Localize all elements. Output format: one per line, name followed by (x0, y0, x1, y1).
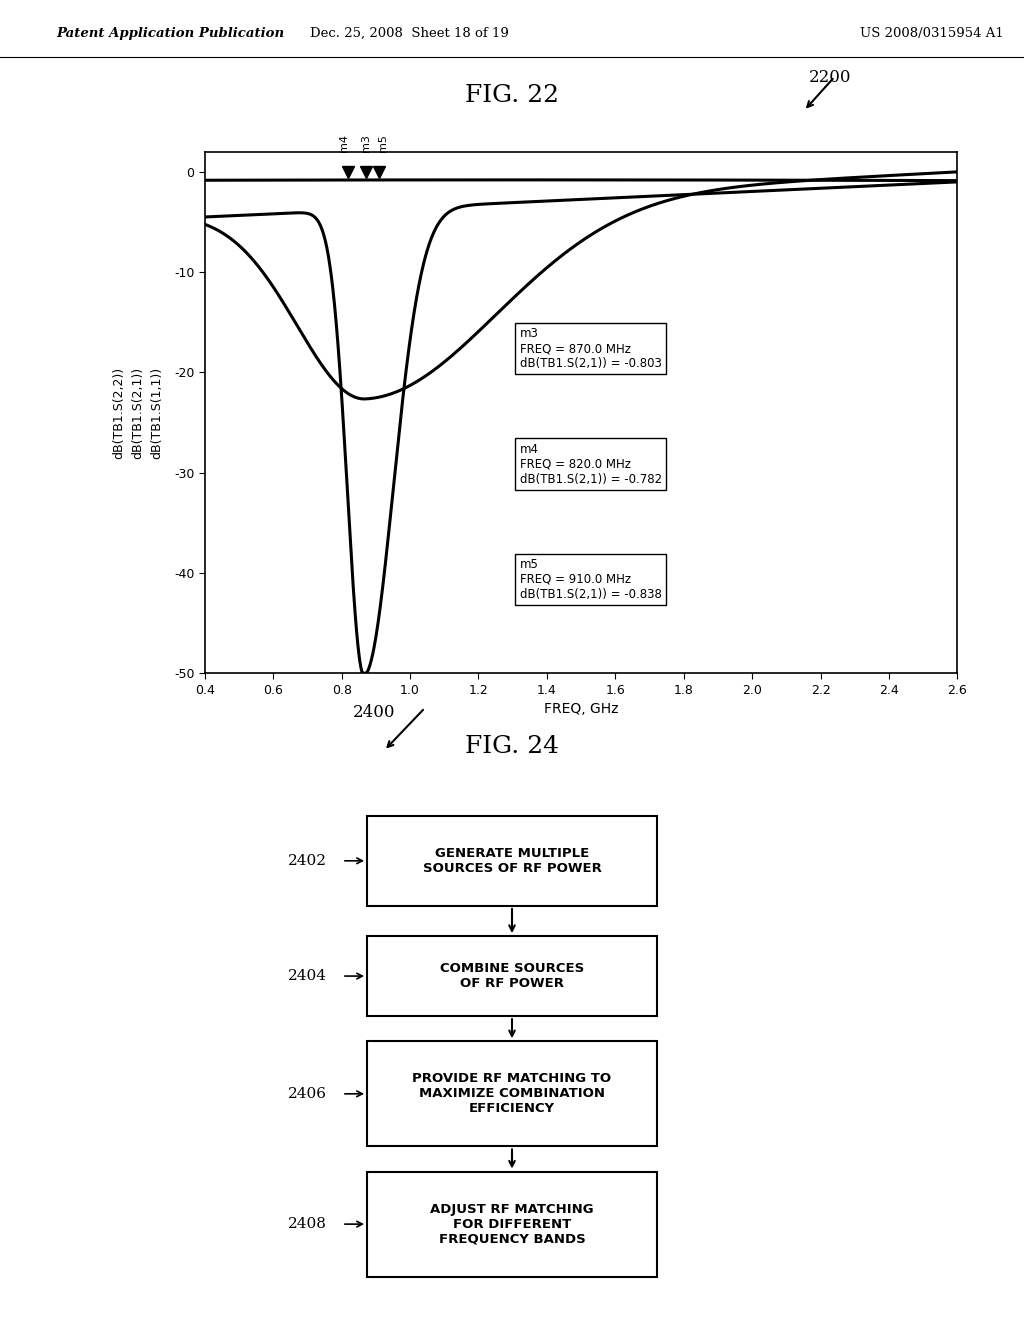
Text: COMBINE SOURCES
OF RF POWER: COMBINE SOURCES OF RF POWER (440, 962, 584, 990)
Text: m3
FREQ = 870.0 MHz
dB(TB1.S(2,1)) = -0.803: m3 FREQ = 870.0 MHz dB(TB1.S(2,1)) = -0.… (519, 327, 662, 371)
X-axis label: FREQ, GHz: FREQ, GHz (544, 702, 618, 717)
Text: 2400: 2400 (353, 704, 396, 721)
Text: m5: m5 (379, 133, 388, 152)
Text: 2408: 2408 (288, 1217, 327, 1232)
Text: Dec. 25, 2008  Sheet 18 of 19: Dec. 25, 2008 Sheet 18 of 19 (310, 26, 509, 40)
Text: m3: m3 (360, 133, 371, 152)
Bar (367, 936, 657, 1016)
Text: m4
FREQ = 820.0 MHz
dB(TB1.S(2,1)) = -0.782: m4 FREQ = 820.0 MHz dB(TB1.S(2,1)) = -0.… (519, 442, 662, 486)
Text: FIG. 24: FIG. 24 (465, 735, 559, 758)
Text: m4: m4 (339, 133, 349, 152)
Bar (367, 1172, 657, 1276)
Text: 2402: 2402 (288, 854, 327, 867)
Y-axis label: dB(TB1.S(2,2))
dB(TB1.S(2,1))
dB(TB1.S(1,1)): dB(TB1.S(2,2)) dB(TB1.S(2,1)) dB(TB1.S(1… (112, 367, 163, 458)
Text: ADJUST RF MATCHING
FOR DIFFERENT
FREQUENCY BANDS: ADJUST RF MATCHING FOR DIFFERENT FREQUEN… (430, 1203, 594, 1246)
Text: PROVIDE RF MATCHING TO
MAXIMIZE COMBINATION
EFFICIENCY: PROVIDE RF MATCHING TO MAXIMIZE COMBINAT… (413, 1072, 611, 1115)
Text: US 2008/0315954 A1: US 2008/0315954 A1 (860, 26, 1004, 40)
Text: 2200: 2200 (809, 69, 852, 86)
Bar (367, 1041, 657, 1147)
Text: m5
FREQ = 910.0 MHz
dB(TB1.S(2,1)) = -0.838: m5 FREQ = 910.0 MHz dB(TB1.S(2,1)) = -0.… (519, 558, 662, 601)
Text: 2406: 2406 (288, 1086, 327, 1101)
Text: FIG. 22: FIG. 22 (465, 83, 559, 107)
Bar (367, 816, 657, 906)
Text: GENERATE MULTIPLE
SOURCES OF RF POWER: GENERATE MULTIPLE SOURCES OF RF POWER (423, 847, 601, 875)
Text: 2404: 2404 (288, 969, 327, 983)
Text: Patent Application Publication: Patent Application Publication (56, 26, 285, 40)
